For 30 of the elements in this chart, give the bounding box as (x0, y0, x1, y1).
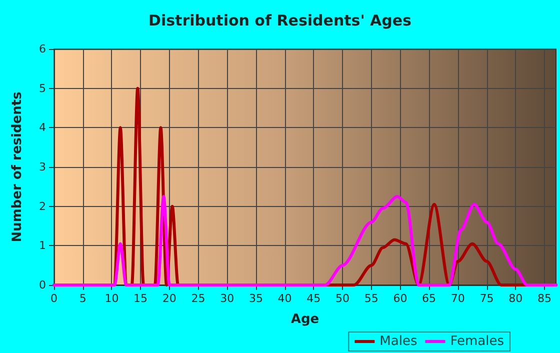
x-tick-label: 50 (336, 292, 350, 305)
x-tick-label: 30 (220, 292, 234, 305)
chart-title: Distribution of Residents' Ages (148, 12, 412, 30)
x-tick-label: 70 (450, 292, 465, 305)
y-tick-label: 0 (39, 278, 46, 292)
y-tick-label: 1 (39, 239, 46, 252)
x-axis-title: Age (290, 312, 320, 327)
x-tick-label: 45 (306, 292, 321, 305)
y-axis-title: Number of residents (10, 91, 25, 242)
x-tick-label: 35 (248, 292, 263, 305)
x-tick-label: 55 (364, 292, 378, 305)
x-tick-label: 60 (393, 292, 408, 305)
x-tick-label: 0 (50, 292, 58, 305)
legend-label: Males (380, 334, 418, 349)
y-tick-label: 5 (39, 82, 46, 95)
legend-label: Females (450, 334, 504, 349)
x-tick-label: 5 (79, 292, 86, 305)
y-tick-label: 3 (39, 160, 46, 174)
x-tick-label: 85 (537, 292, 552, 305)
x-tick-label: 20 (162, 292, 176, 305)
x-tick-label: 80 (508, 292, 523, 305)
x-tick-label: 10 (104, 292, 119, 305)
y-tick-label: 6 (39, 42, 46, 56)
x-tick-label: 15 (134, 292, 148, 305)
x-tick-label: 65 (422, 292, 436, 305)
x-tick-label: 25 (191, 292, 206, 305)
x-tick-label: 40 (278, 292, 292, 305)
y-tick-label: 2 (39, 200, 46, 213)
y-tick-label: 4 (39, 121, 46, 134)
x-tick-label: 75 (480, 292, 494, 305)
